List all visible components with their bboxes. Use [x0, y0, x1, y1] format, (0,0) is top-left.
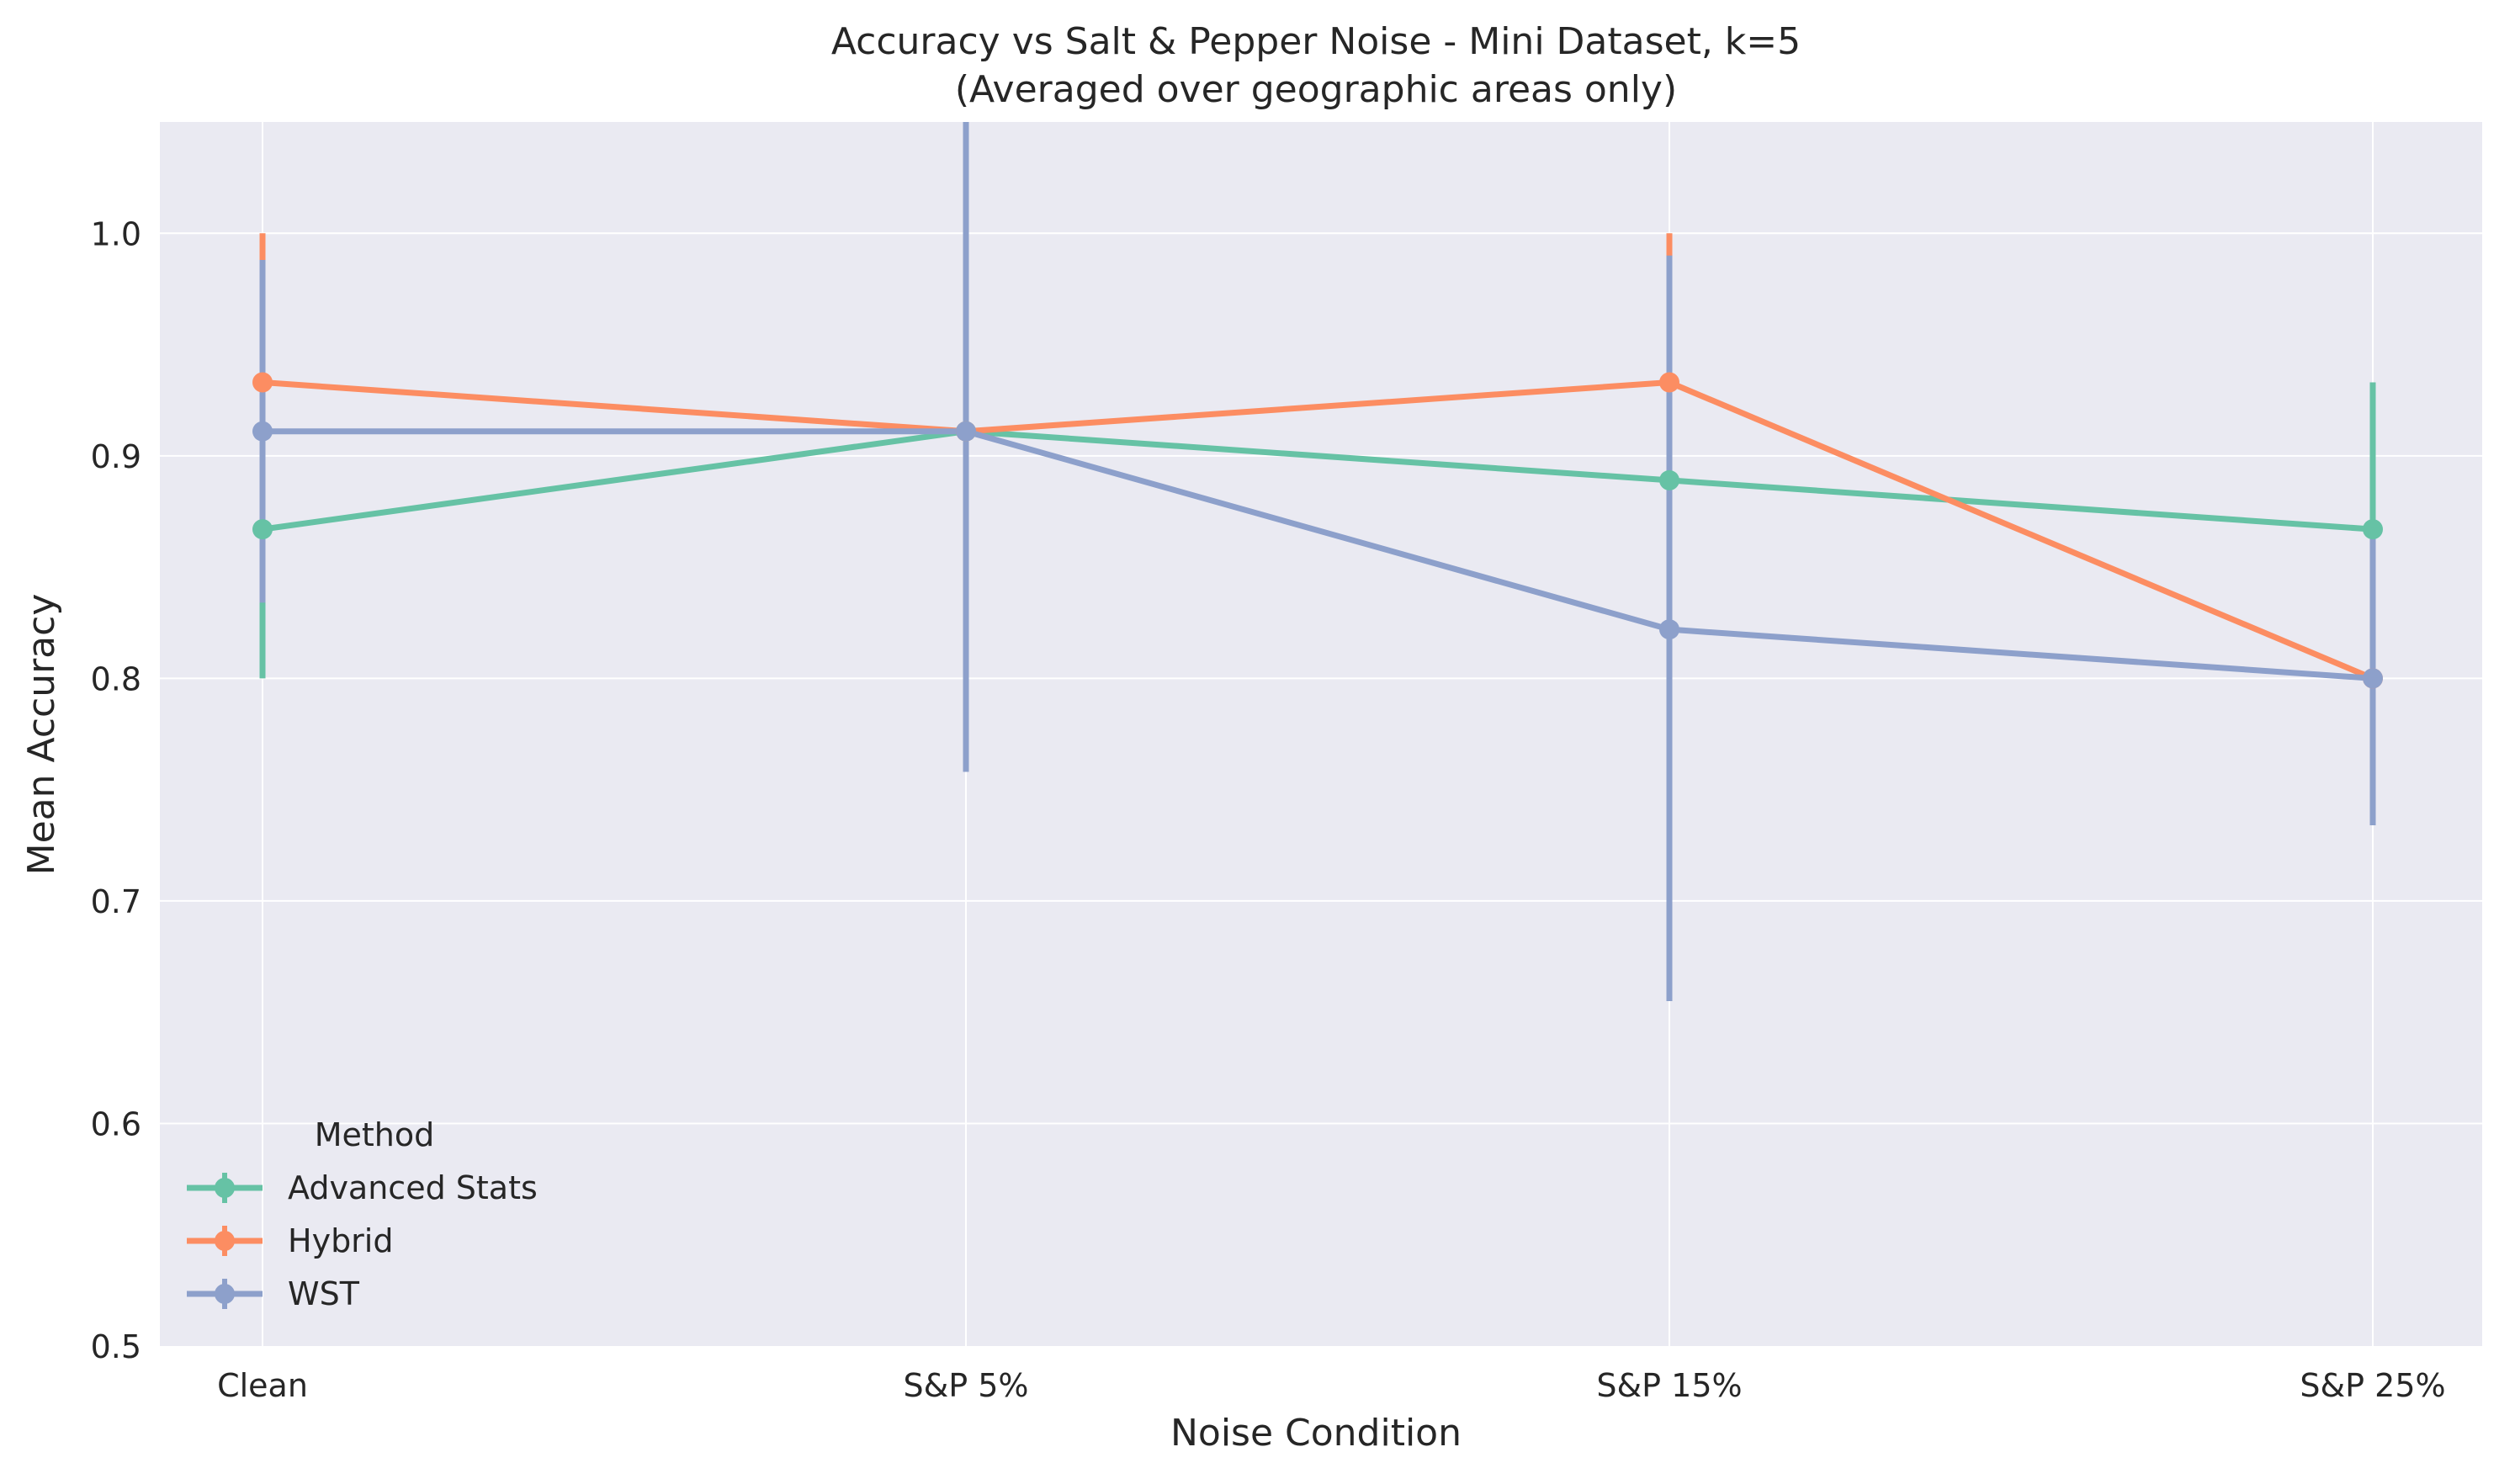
legend-label: Advanced Stats [288, 1169, 538, 1206]
y-tick-label: 0.8 [91, 660, 141, 697]
legend-title: Method [315, 1116, 435, 1153]
y-tick-label: 1.0 [91, 215, 141, 252]
legend-item-advanced-stats: Advanced Stats [187, 1169, 538, 1206]
data-point-wst [1659, 619, 1679, 640]
legend-label: WST [288, 1275, 360, 1312]
y-tick-label: 0.5 [91, 1328, 141, 1365]
series-line-wst [263, 428, 2374, 681]
x-tick-label: Clean [217, 1367, 308, 1404]
data-point-wst [2363, 668, 2383, 689]
y-axis-label: Mean Accuracy [20, 594, 63, 876]
y-tick-labels: 0.5 0.6 0.7 0.8 0.9 1.0 [91, 215, 141, 1365]
data-point-wst [956, 421, 976, 442]
x-tick-label: S&P 25% [2300, 1367, 2445, 1404]
data-point-advanced-stats [252, 519, 273, 540]
legend-item-wst: WST [187, 1275, 360, 1312]
data-point-wst [252, 421, 273, 442]
legend: Method Advanced Stats Hybrid WST [187, 1116, 538, 1312]
legend-item-hybrid: Hybrid [187, 1222, 394, 1259]
x-tick-label: S&P 5% [903, 1367, 1028, 1404]
x-axis-label: Noise Condition [1170, 1412, 1462, 1455]
data-point-hybrid [252, 372, 273, 393]
data-point-advanced-stats [2363, 519, 2383, 540]
series-line-advanced-stats [262, 428, 2374, 533]
series-line-hybrid [262, 379, 2374, 681]
y-tick-label: 0.9 [91, 438, 141, 475]
series-lines [262, 379, 2374, 681]
y-tick-label: 0.6 [91, 1105, 141, 1142]
legend-swatch-marker [215, 1178, 235, 1198]
data-point-hybrid [1659, 372, 1679, 393]
y-tick-label: 0.7 [91, 883, 141, 920]
chart-title: Accuracy vs Salt & Pepper Noise - Mini D… [831, 20, 1801, 63]
legend-label: Hybrid [288, 1222, 394, 1259]
data-point-advanced-stats [1659, 469, 1679, 490]
plot-area [160, 122, 2482, 1346]
x-tick-labels: Clean S&P 5% S&P 15% S&P 25% [217, 1367, 2446, 1404]
legend-swatch-marker [215, 1231, 235, 1251]
legend-swatch-marker [215, 1284, 235, 1304]
x-tick-label: S&P 15% [1596, 1367, 1742, 1404]
chart-subtitle: (Averaged over geographic areas only) [955, 68, 1677, 111]
series-points [252, 372, 2383, 689]
